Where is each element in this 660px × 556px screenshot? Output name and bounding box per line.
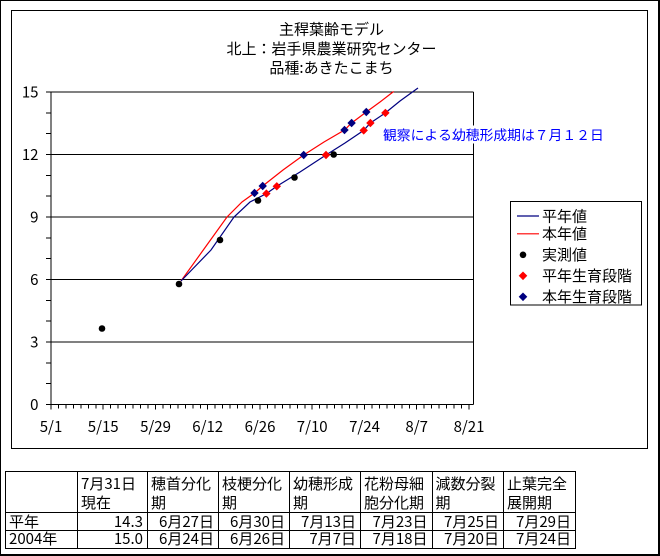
svg-text:5/15: 5/15: [88, 416, 119, 437]
svg-text:実測値: 実測値: [542, 244, 587, 265]
svg-text:平年値: 平年値: [542, 205, 587, 226]
svg-text:北上：岩手県農業研究センター: 北上：岩手県農業研究センター: [226, 38, 436, 59]
svg-text:6: 6: [30, 269, 38, 290]
svg-text:6/12: 6/12: [192, 416, 223, 437]
svg-text:本年値: 本年値: [542, 223, 587, 244]
svg-text:5/1: 5/1: [40, 416, 63, 437]
svg-text:品種:あきたこまち: 品種:あきたこまち: [269, 57, 393, 78]
svg-text:本年生育段階: 本年生育段階: [542, 286, 632, 307]
svg-text:8/7: 8/7: [405, 416, 428, 437]
svg-text:観察による幼穂形成期は７月１２日: 観察による幼穂形成期は７月１２日: [383, 124, 604, 144]
svg-text:7/10: 7/10: [297, 416, 328, 437]
svg-text:7/24: 7/24: [349, 416, 380, 437]
svg-text:6/26: 6/26: [245, 416, 276, 437]
svg-text:12: 12: [22, 144, 39, 165]
svg-text:3: 3: [30, 332, 38, 353]
svg-text:平年生育段階: 平年生育段階: [542, 265, 632, 286]
svg-text:15: 15: [22, 82, 39, 103]
svg-text:8/21: 8/21: [454, 416, 485, 437]
svg-text:5/29: 5/29: [140, 416, 171, 437]
svg-text:主稈葉齢モデル: 主稈葉齢モデル: [279, 19, 384, 40]
svg-text:9: 9: [30, 207, 38, 228]
svg-text:0: 0: [30, 394, 38, 415]
